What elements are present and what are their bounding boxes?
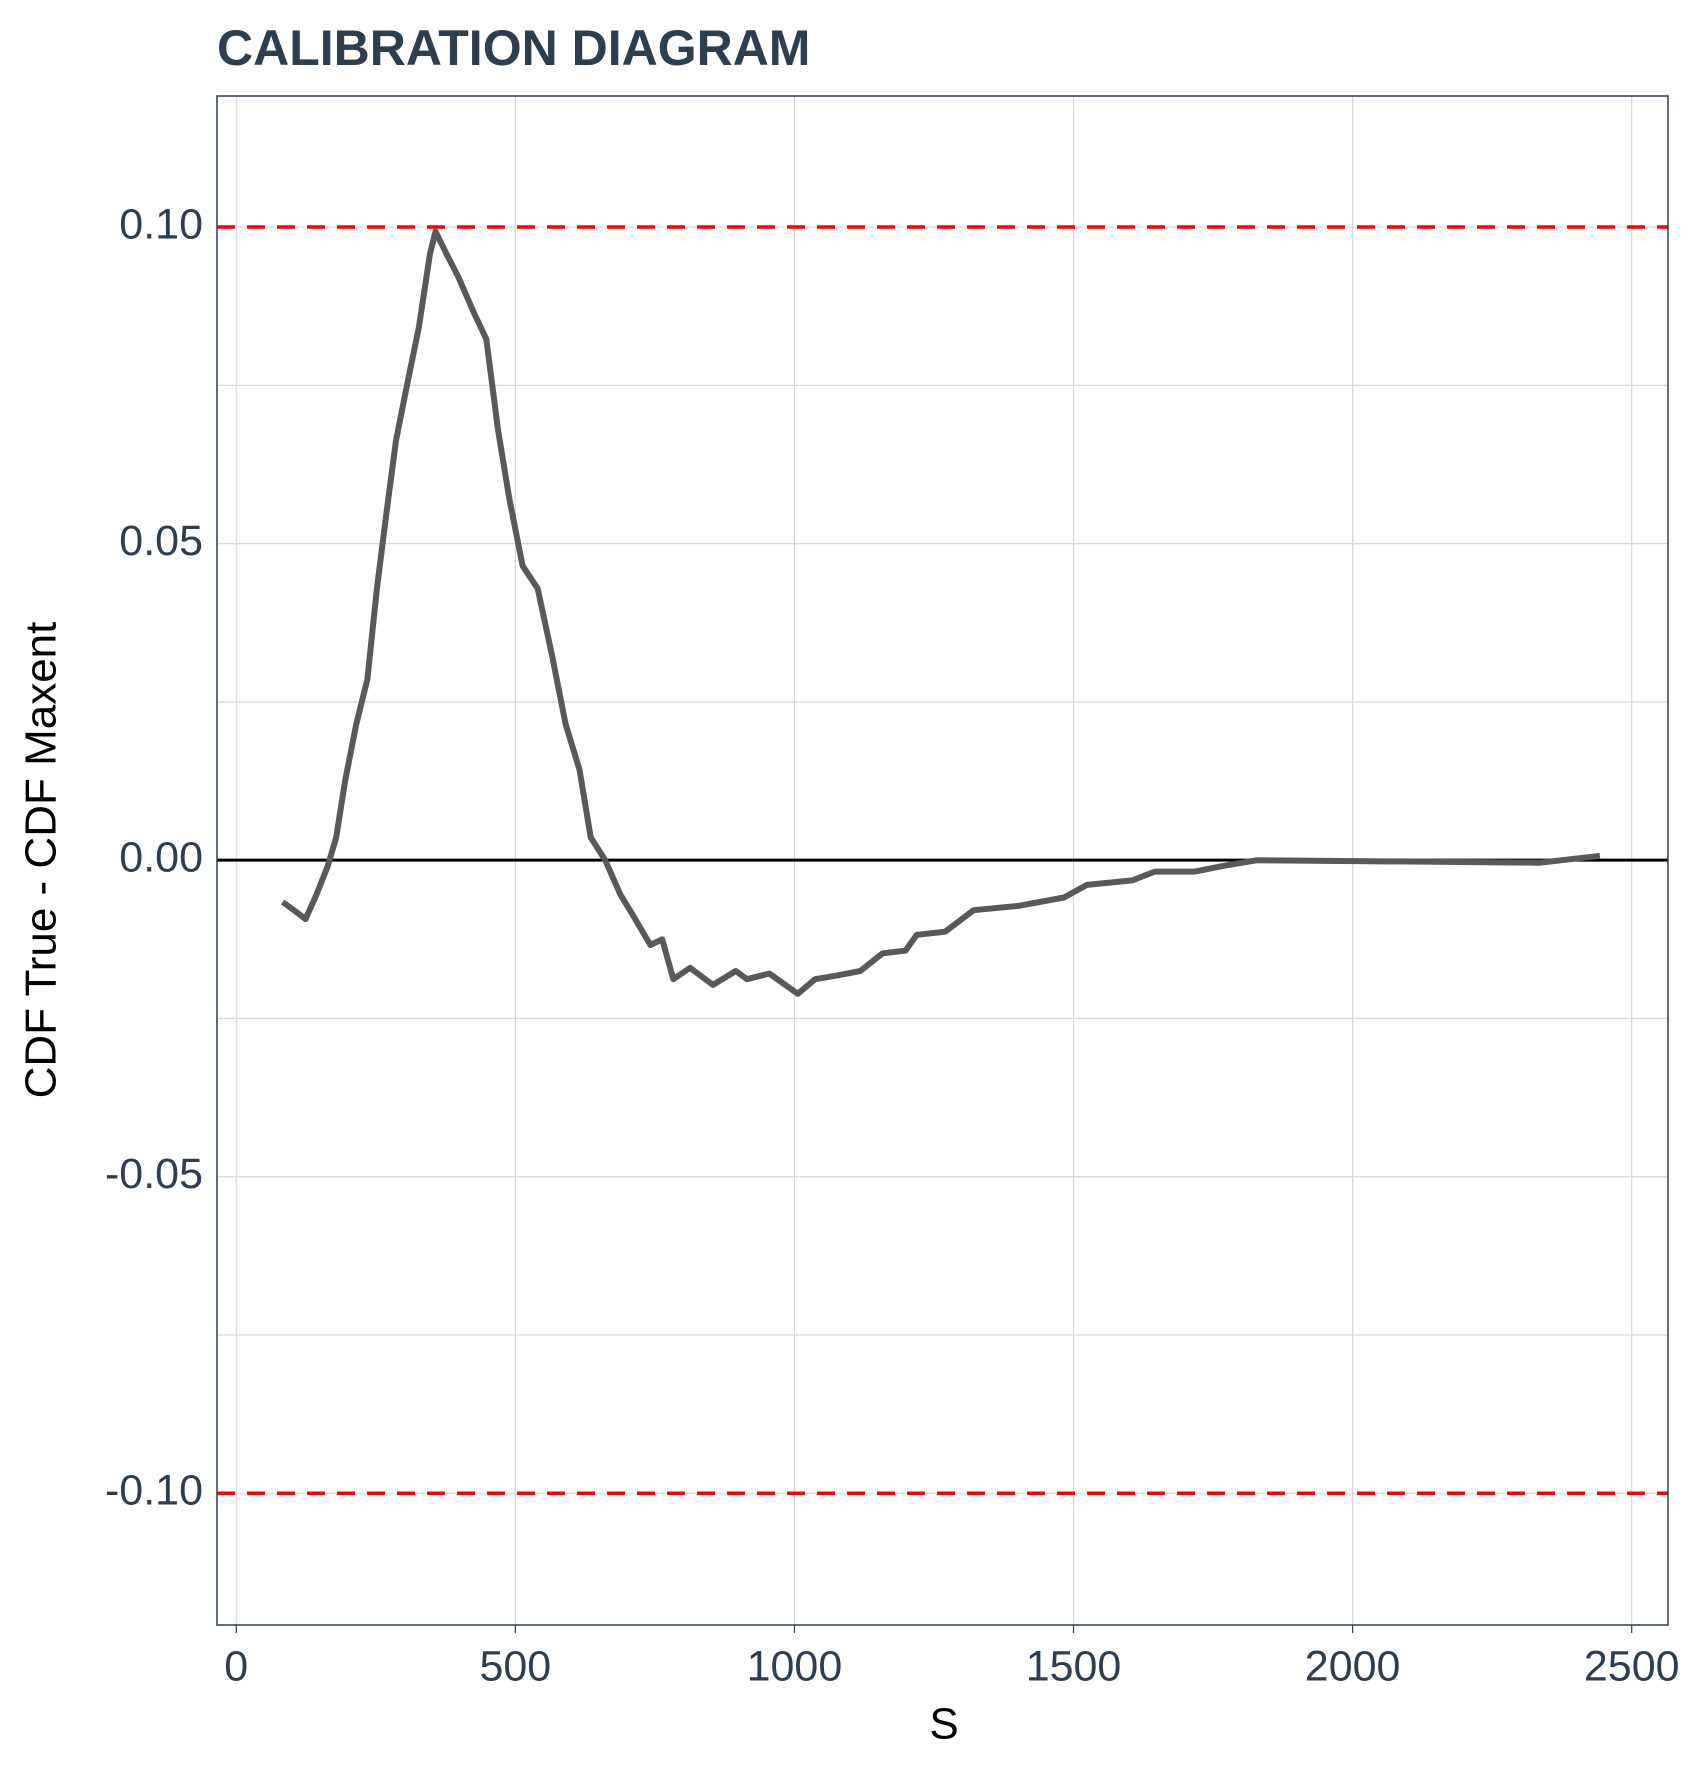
x-axis-title: S [929,1700,958,1749]
x-tick-label: 1000 [747,1642,843,1690]
y-tick-label: 0.10 [119,200,203,248]
x-tick-label: 0 [224,1642,248,1690]
x-tick-label: 1500 [1026,1642,1122,1690]
x-tick-label: 500 [479,1642,551,1690]
x-tick-label: 2000 [1305,1642,1401,1690]
y-axis-title: CDF True - CDF Maxent [17,622,66,1099]
y-tick-label: -0.05 [105,1150,203,1198]
chart-title: CALIBRATION DIAGRAM [217,20,810,76]
x-tick-label: 2500 [1584,1642,1680,1690]
y-tick-label: 0.05 [119,517,203,565]
panel-border [216,95,1669,1626]
y-tick-label: -0.10 [105,1467,203,1515]
y-tick-label: 0.00 [119,834,203,882]
data-line [280,228,1601,997]
